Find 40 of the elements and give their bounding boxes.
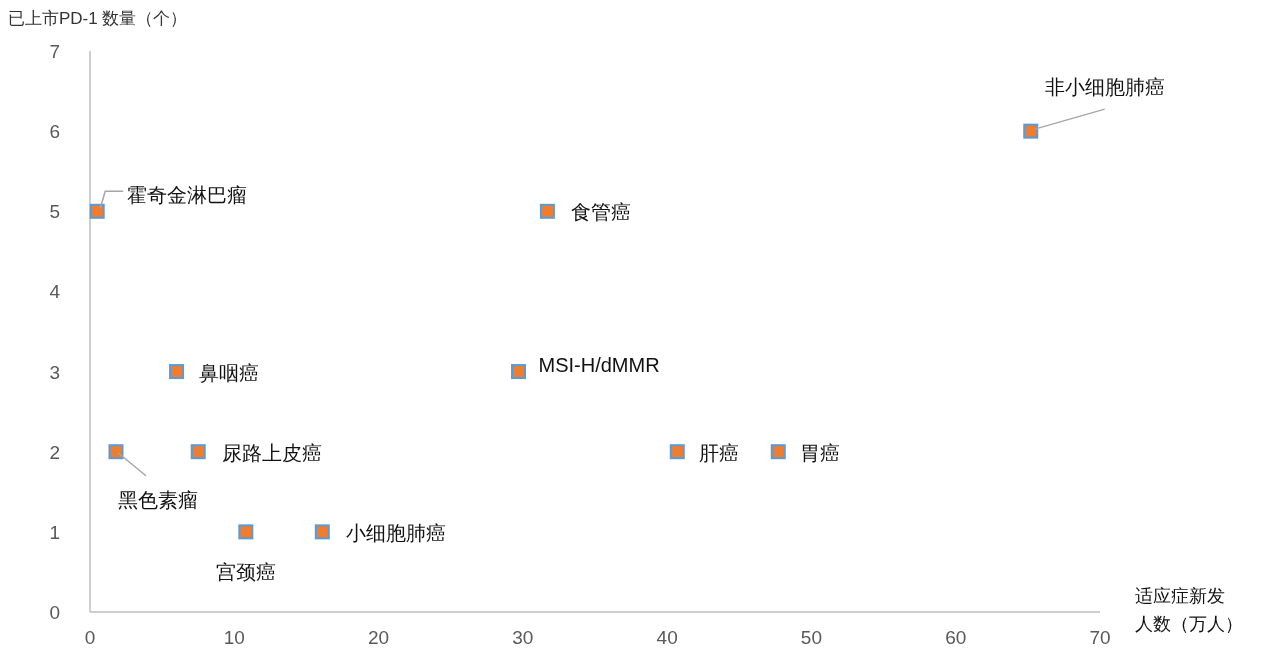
y-tick-label: 2 [49, 441, 60, 463]
point [511, 364, 527, 380]
x-tick-label: 50 [800, 627, 822, 648]
annotation: 胃癌 [800, 441, 841, 464]
annotation: 非小细胞肺癌 [1044, 76, 1165, 99]
annotation: 小细胞肺癌 [346, 521, 447, 544]
y-tick-label: 5 [49, 201, 60, 223]
y-tick-label: 7 [49, 41, 60, 62]
annotation: 鼻咽癌 [198, 361, 259, 384]
annotation: 宫颈癌 [215, 560, 276, 583]
point [89, 203, 105, 219]
y-tick-label: 6 [49, 121, 60, 143]
point [1023, 123, 1039, 139]
y-tick-label: 3 [49, 361, 60, 383]
point [238, 524, 254, 540]
x-tick-label: 70 [1089, 627, 1111, 648]
annotation: MSI-H/dMMR [538, 353, 660, 376]
y-tick-label: 0 [49, 602, 60, 623]
point [190, 444, 206, 460]
point [314, 524, 330, 540]
annotation: 黑色素瘤 [117, 488, 198, 511]
point [669, 444, 685, 460]
y-tick-label: 4 [49, 281, 61, 303]
point [169, 364, 185, 380]
point [539, 203, 555, 219]
x-tick-label: 10 [223, 627, 245, 648]
annotation: 霍奇金淋巴瘤 [127, 184, 248, 207]
y-axis-title: 已上市PD-1 数量（个） [8, 9, 188, 28]
y-tick-label: 1 [49, 521, 60, 543]
x-tick-label: 60 [945, 627, 967, 648]
x-tick-label: 30 [512, 627, 534, 648]
annotation: 肝癌 [699, 441, 740, 464]
annotation: 食管癌 [571, 201, 632, 224]
point [770, 444, 786, 460]
x-axis-title: 适应症新发人数（万人） [1135, 586, 1243, 634]
point [108, 444, 124, 460]
x-tick-label: 20 [368, 627, 390, 648]
x-tick-label: 0 [84, 627, 96, 648]
annotation: 尿路上皮癌 [222, 441, 323, 464]
x-tick-label: 40 [656, 627, 678, 648]
